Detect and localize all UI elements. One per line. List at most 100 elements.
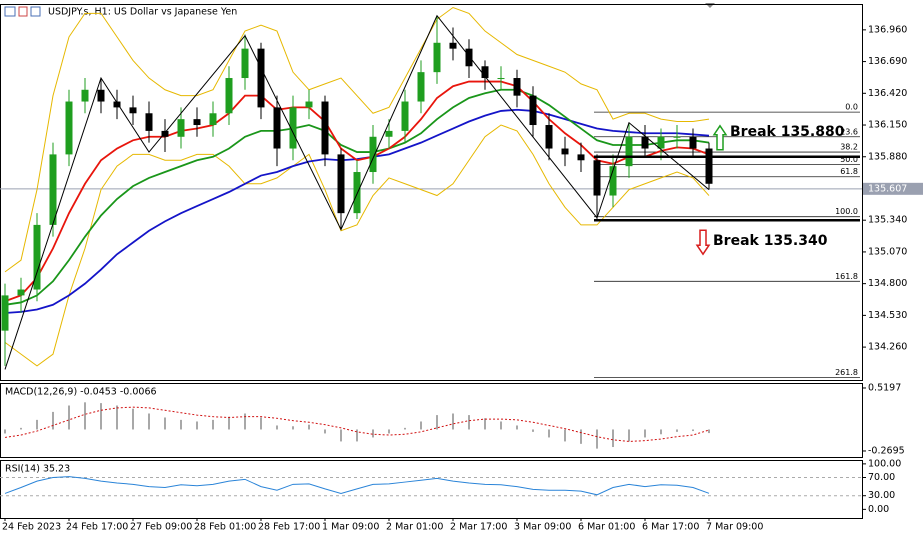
candle-body xyxy=(385,130,393,137)
x-tick-label: 6 Mar 17:00 xyxy=(642,522,699,533)
panel-frame xyxy=(0,4,863,381)
macd-bar xyxy=(68,405,70,430)
macd-bar xyxy=(260,417,262,430)
icon xyxy=(4,6,16,17)
x-tick-label: 3 Mar 09:00 xyxy=(514,522,571,533)
macd-bar xyxy=(340,429,342,442)
macd-bar xyxy=(116,405,118,430)
macd-bar xyxy=(276,425,278,430)
rsi-line xyxy=(4,476,710,496)
fib-label: 61.8 xyxy=(840,167,858,176)
y-tick-label: 136.420 xyxy=(868,88,907,99)
candle-body xyxy=(625,136,633,167)
candle-body xyxy=(129,107,137,114)
candle-body xyxy=(529,95,537,126)
macd-bar xyxy=(612,429,614,448)
macd-bar xyxy=(628,429,630,442)
fib-label: 50.0 xyxy=(840,155,858,164)
candle-body xyxy=(705,148,713,184)
x-tick-label: 6 Mar 01:00 xyxy=(578,522,635,533)
x-tick-label: 28 Feb 17:00 xyxy=(258,522,320,533)
panel-frame xyxy=(0,460,863,519)
price-label-box xyxy=(863,182,923,195)
zigzag xyxy=(4,14,710,370)
macd-bar xyxy=(308,424,310,430)
candle-body xyxy=(97,89,105,102)
y-tick-label: 136.150 xyxy=(868,120,907,131)
fib-label: 161.8 xyxy=(835,272,858,281)
candle-body xyxy=(65,101,73,155)
macd-bar xyxy=(212,419,214,430)
macd-bar xyxy=(244,413,246,430)
macd-bar xyxy=(580,429,582,444)
y-tick-label: 134.800 xyxy=(868,278,907,289)
chart-title: USDJPY.s, H1: US Dollar vs Japanese Yen xyxy=(48,7,237,18)
macd-bar xyxy=(708,429,710,434)
macd-bar xyxy=(388,429,390,434)
macd-bar xyxy=(548,429,550,438)
y-tick-label: 135.340 xyxy=(868,215,907,226)
panel-frame xyxy=(0,383,863,458)
candle-body xyxy=(353,172,361,214)
fib-label: 100.0 xyxy=(835,207,858,216)
macd-bar xyxy=(180,419,182,430)
candle-body xyxy=(161,130,169,137)
macd-bar xyxy=(372,429,374,438)
candle-body xyxy=(321,101,329,155)
candle-body xyxy=(1,295,9,331)
macd-bar xyxy=(644,429,646,438)
candle-body xyxy=(337,154,345,214)
x-tick-label: 28 Feb 01:00 xyxy=(194,522,256,533)
candle-body xyxy=(369,136,377,173)
candle-body xyxy=(193,119,201,126)
y-tick-label: 135.880 xyxy=(868,151,907,162)
candle-body xyxy=(433,42,441,73)
y-tick-label: 0.5197 xyxy=(868,382,901,393)
title-icons xyxy=(4,6,41,17)
macd-bar xyxy=(324,429,326,434)
candle-body xyxy=(209,113,217,126)
indicator-line xyxy=(4,108,710,314)
panel-title: MACD(12,26,9) -0.0453 -0.0066 xyxy=(5,387,157,398)
y-tick-label: 134.260 xyxy=(868,342,907,353)
y-tick-label: 30.00 xyxy=(868,490,895,501)
candle-body xyxy=(225,78,233,114)
candle-body xyxy=(449,42,457,49)
macd-bar xyxy=(660,429,662,435)
break-label: Break 135.880 xyxy=(730,124,845,140)
fib-label: 261.8 xyxy=(835,368,858,377)
macd-bar xyxy=(164,417,166,430)
macd-signal xyxy=(4,406,710,442)
macd-bar xyxy=(196,421,198,430)
x-tick-label: 1 Mar 09:00 xyxy=(322,522,379,533)
macd-bar xyxy=(484,418,486,430)
y-tick-label: 136.960 xyxy=(868,24,907,35)
macd-bar xyxy=(84,402,86,430)
y-tick-label: -0.2695 xyxy=(868,445,905,456)
fib-label: 0.0 xyxy=(845,103,858,112)
macd-bar xyxy=(36,419,38,430)
x-tick-label: 2 Mar 17:00 xyxy=(450,522,507,533)
break-label: Break 135.340 xyxy=(713,233,828,249)
y-tick-label: 70.00 xyxy=(868,472,895,483)
break-arrow xyxy=(695,229,711,256)
icon xyxy=(30,6,41,17)
indicator-line xyxy=(4,124,710,367)
macd-bar xyxy=(292,426,294,430)
candle-body xyxy=(673,136,681,138)
indicator-line xyxy=(4,88,710,306)
macd-bar xyxy=(4,429,6,434)
x-tick-label: 27 Feb 09:00 xyxy=(130,522,192,533)
candle-body xyxy=(241,48,249,79)
candle-body xyxy=(641,136,649,149)
candle-body xyxy=(113,101,121,108)
macd-bar xyxy=(596,429,598,449)
candle-body xyxy=(657,136,665,149)
candle-body xyxy=(497,78,505,80)
macd-bar xyxy=(468,415,470,430)
macd-bar xyxy=(436,415,438,430)
candle-body xyxy=(513,78,521,96)
y-tick-label: 0.00 xyxy=(868,504,889,515)
macd-bar xyxy=(404,427,406,430)
